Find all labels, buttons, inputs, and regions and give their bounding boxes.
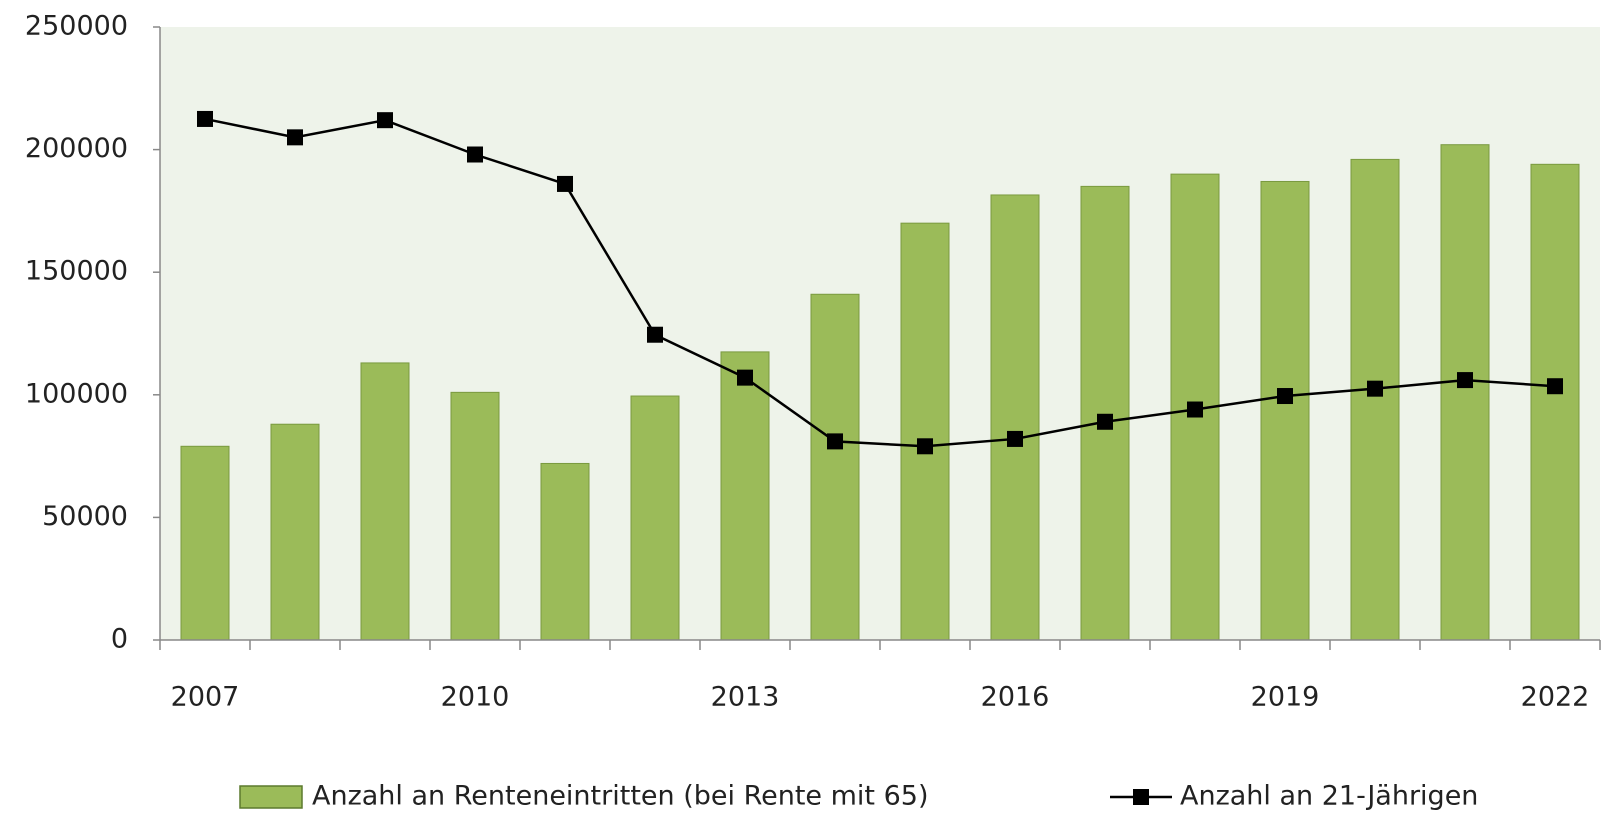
- y-tick-label: 250000: [25, 11, 128, 42]
- legend-label: Anzahl an Renteneintritten (bei Rente mi…: [312, 781, 929, 812]
- bar: [270, 423, 320, 641]
- bar: [450, 391, 500, 641]
- marker: [1367, 380, 1383, 397]
- marker: [1457, 372, 1473, 389]
- marker: [1187, 401, 1203, 418]
- marker: [1097, 413, 1113, 430]
- marker: [1007, 430, 1023, 447]
- y-tick-label: 50000: [42, 501, 128, 532]
- marker: [737, 369, 753, 386]
- marker: [467, 146, 483, 163]
- y-tick-label: 0: [111, 624, 128, 655]
- marker: [647, 326, 663, 343]
- marker: [557, 175, 573, 192]
- x-tick-label: 2013: [711, 682, 780, 713]
- marker: [917, 438, 933, 455]
- marker: [827, 433, 843, 450]
- legend-swatch: [239, 785, 303, 809]
- legend-marker: [1133, 789, 1149, 805]
- marker: [1547, 378, 1563, 395]
- y-tick-label: 200000: [25, 133, 128, 164]
- bar: [540, 462, 590, 641]
- bar: [630, 395, 680, 641]
- bar: [360, 362, 410, 641]
- line: [204, 117, 1556, 448]
- bar: [900, 222, 950, 641]
- x-tick-label: 2010: [441, 682, 510, 713]
- legend-label: Anzahl an 21-Jährigen: [1180, 781, 1478, 812]
- x-tick-label: 2016: [981, 682, 1050, 713]
- x-tick-label: 2007: [171, 682, 240, 713]
- bar: [720, 351, 770, 641]
- bar: [990, 194, 1040, 641]
- marker: [197, 110, 213, 127]
- marker: [377, 112, 393, 129]
- y-tick-label: 150000: [25, 256, 128, 287]
- bar: [180, 445, 230, 641]
- x-tick-label: 2022: [1521, 682, 1590, 713]
- bar: [1530, 163, 1580, 641]
- bar: [1440, 144, 1490, 641]
- bar: [1080, 185, 1130, 641]
- marker: [1277, 388, 1293, 405]
- x-tick-label: 2019: [1251, 682, 1320, 713]
- bar: [1350, 158, 1400, 641]
- marker: [287, 129, 303, 146]
- bar: [1260, 180, 1310, 641]
- bar: [810, 293, 860, 641]
- y-tick-label: 100000: [25, 378, 128, 409]
